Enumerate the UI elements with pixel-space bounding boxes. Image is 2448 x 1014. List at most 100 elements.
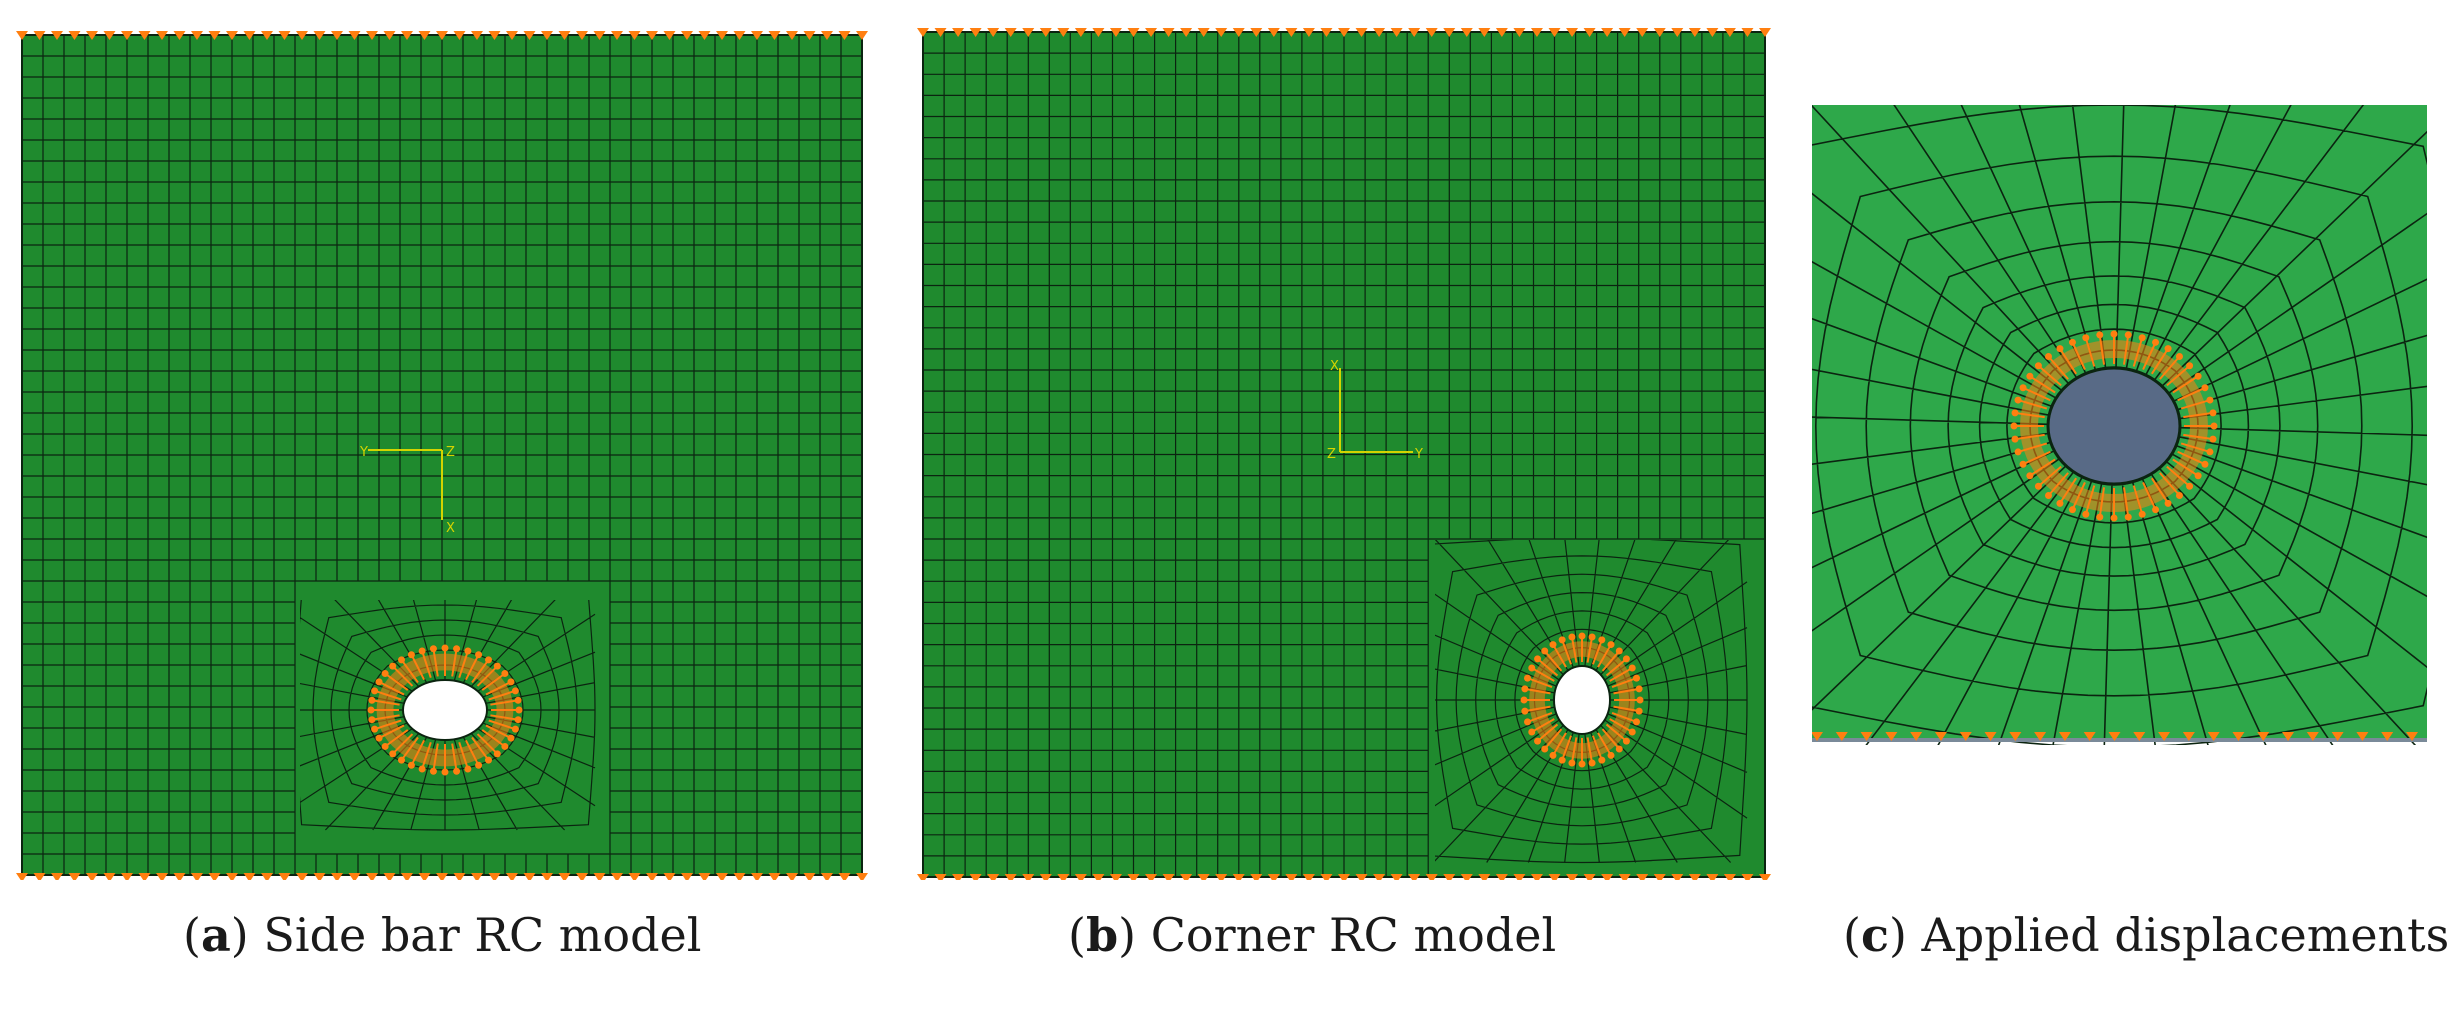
- edge-constraint-marker: [1127, 28, 1140, 37]
- edge-constraint-marker: [952, 28, 965, 37]
- edge-constraint-marker: [1373, 874, 1386, 880]
- edge-constraint-marker: [1513, 874, 1526, 880]
- edge-constraint-marker: [934, 28, 947, 37]
- edge-constraint-marker: [1267, 874, 1280, 880]
- edge-constraint-marker: [1302, 874, 1315, 880]
- displacement-node: [1523, 674, 1531, 682]
- mesh-side-bar: Y Z X: [16, 31, 868, 880]
- caption-a: (a) Side bar RC model: [183, 908, 702, 962]
- edge-constraint-marker: [2133, 732, 2146, 741]
- edge-constraint-marker: [1197, 28, 1210, 37]
- edge-constraint-marker: [1548, 874, 1561, 880]
- displacement-node: [2124, 513, 2132, 521]
- edge-constraint-marker: [856, 873, 868, 880]
- edge-constraint-marker: [173, 31, 186, 40]
- edge-constraint-marker: [1057, 28, 1070, 37]
- edge-constraint-marker: [278, 873, 291, 880]
- edge-constraint-marker: [576, 31, 588, 40]
- edge-constraint-marker: [1408, 28, 1421, 37]
- mesh-grid: [22, 35, 862, 875]
- edge-constraint-marker: [1162, 28, 1175, 37]
- caption-text: Corner RC model: [1150, 908, 1557, 962]
- edge-constraint-marker: [1548, 28, 1561, 37]
- edge-constraint-marker: [1180, 28, 1193, 37]
- displacement-node: [514, 716, 522, 724]
- edge-constraint-marker: [453, 873, 466, 880]
- axis-label-x: X: [446, 521, 455, 536]
- edge-constraint-marker: [1885, 732, 1898, 741]
- edge-constraint-marker: [952, 874, 965, 880]
- axis-label-z: Z: [1327, 447, 1336, 462]
- edge-constraint-marker: [86, 31, 98, 40]
- displacement-node: [1528, 728, 1536, 736]
- caption-letter: a: [200, 908, 231, 962]
- displacement-node: [2206, 448, 2214, 456]
- edge-constraint-marker: [1706, 874, 1719, 880]
- edge-constraint-marker: [366, 31, 378, 40]
- displacement-node: [2152, 338, 2160, 346]
- edge-constraint-marker: [838, 873, 851, 880]
- edge-constraint-marker: [1653, 874, 1666, 880]
- displacement-node: [368, 696, 376, 704]
- axis-triad: X Z Y: [1327, 359, 1423, 462]
- displacement-node: [1622, 655, 1630, 663]
- edge-constraint-marker: [2232, 732, 2245, 741]
- displacement-node: [2011, 435, 2019, 443]
- edge-constraint-marker: [1092, 874, 1105, 880]
- edge-constraint-marker: [1671, 28, 1684, 37]
- edge-constraint-marker: [313, 873, 326, 880]
- edge-constraint-marker: [243, 873, 256, 880]
- edge-constraint-marker: [1460, 28, 1473, 37]
- edge-constraint-marker: [1285, 28, 1298, 37]
- displacement-node: [1588, 759, 1596, 767]
- edge-constraint-marker: [2381, 732, 2394, 741]
- edge-constraint-marker: [68, 31, 81, 40]
- edge-constraint-marker: [821, 873, 833, 880]
- displacement-node: [484, 756, 492, 764]
- displacement-node: [1523, 718, 1531, 726]
- displacement-node: [375, 678, 383, 686]
- edge-constraint-marker: [1530, 28, 1543, 37]
- displacement-node: [1568, 759, 1576, 767]
- displacement-node: [1549, 751, 1557, 759]
- edge-constraint-marker: [1355, 874, 1368, 880]
- edge-constraint-marker: [1390, 28, 1403, 37]
- displacement-node: [507, 734, 515, 742]
- edge-constraint-marker: [418, 873, 431, 880]
- edge-constraint-marker: [1910, 732, 1923, 741]
- edge-constraint-marker: [2331, 732, 2344, 741]
- edge-constraint-marker: [1092, 28, 1105, 37]
- edge-constraint-marker: [856, 31, 868, 40]
- edge-constraint-marker: [226, 873, 238, 880]
- edge-constraint-marker: [1022, 874, 1035, 880]
- edge-constraint-marker: [803, 873, 816, 880]
- edge-constraint-marker: [471, 31, 483, 40]
- edge-constraint-marker: [698, 31, 711, 40]
- caption-c: (c) Applied displacements: [1843, 908, 2448, 962]
- displacement-node: [2068, 338, 2076, 346]
- displacement-node: [2019, 384, 2027, 392]
- edge-constraint-marker: [121, 873, 133, 880]
- displacement-node: [407, 651, 415, 659]
- displacement-node: [1615, 745, 1623, 753]
- edge-constraint-marker: [1723, 28, 1736, 37]
- edge-constraint-marker: [383, 873, 396, 880]
- displacement-node: [2201, 460, 2209, 468]
- edge-constraint-marker: [1197, 874, 1210, 880]
- displacement-node: [475, 651, 483, 659]
- edge-constraint-marker: [1039, 874, 1052, 880]
- displacement-node: [429, 767, 437, 775]
- edge-constraint-marker: [1618, 28, 1631, 37]
- displacement-node: [453, 645, 461, 653]
- displacement-node: [441, 768, 449, 776]
- edge-constraint-marker: [1959, 732, 1972, 741]
- displacement-node: [2056, 345, 2064, 353]
- displacement-node: [418, 765, 426, 773]
- displacement-node: [2186, 362, 2194, 370]
- edge-constraint-marker: [1232, 874, 1245, 880]
- edge-constraint-marker: [1601, 28, 1614, 37]
- displacement-node: [2110, 330, 2118, 338]
- edge-constraint-marker: [103, 31, 116, 40]
- displacement-node: [2186, 482, 2194, 490]
- displacement-node: [2082, 510, 2090, 518]
